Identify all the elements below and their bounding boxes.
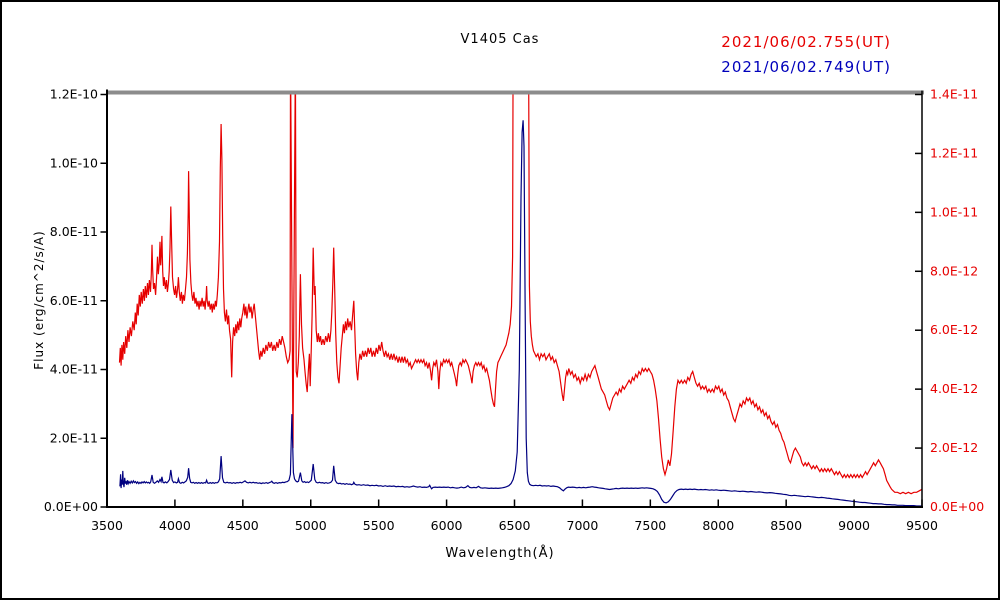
x-axis-title: Wavelength(Å): [445, 546, 555, 561]
chart-title: V1405 Cas: [460, 32, 540, 47]
x-tick-label: 5000: [295, 518, 327, 533]
x-tick-label: 5500: [363, 518, 395, 533]
left-tick-label: 4.0E-11: [50, 362, 98, 377]
left-tick-label: 2.0E-11: [50, 430, 98, 445]
legend-label-blue: 2021/06/02.749(UT): [721, 58, 891, 76]
x-tick-label: 9500: [906, 518, 938, 533]
right-tick-label: 1.2E-11: [930, 145, 978, 160]
x-tick-label: 9000: [838, 518, 870, 533]
left-tick-label: 1.0E-10: [50, 155, 98, 170]
right-tick-label: 1.0E-11: [930, 204, 978, 219]
right-tick-label: 6.0E-12: [930, 322, 978, 337]
spectrum-blue: [119, 120, 922, 507]
x-tick-label: 8000: [702, 518, 734, 533]
x-tick-label: 7000: [567, 518, 599, 533]
right-tick-label: 2.0E-12: [930, 440, 978, 455]
legend-entry-blue: 2021/06/02.749(UT): [721, 55, 891, 80]
left-tick-label: 6.0E-11: [50, 293, 98, 308]
left-tick-label: 8.0E-11: [50, 224, 98, 239]
spectrum-red: [118, 94, 922, 495]
x-tick-label: 6500: [499, 518, 531, 533]
legend-entry-red: 2021/06/02.755(UT): [721, 30, 891, 55]
left-tick-label: 1.2E-10: [50, 87, 98, 102]
legend-label-red: 2021/06/02.755(UT): [721, 33, 891, 51]
x-tick-label: 6000: [431, 518, 463, 533]
x-tick-label: 4500: [227, 518, 259, 533]
x-tick-label: 4000: [159, 518, 191, 533]
right-tick-label: 8.0E-12: [930, 263, 978, 278]
x-tick-label: 3500: [91, 518, 123, 533]
right-tick-label: 1.4E-11: [930, 87, 978, 102]
x-tick-label: 7500: [634, 518, 666, 533]
x-tick-label: 8500: [770, 518, 802, 533]
plot-top-border: [107, 90, 924, 95]
left-tick-label: 0.0E+00: [44, 499, 98, 514]
right-tick-label: 4.0E-12: [930, 381, 978, 396]
right-tick-label: 0.0E+00: [930, 499, 984, 514]
legend: 2021/06/02.755(UT) 2021/06/02.749(UT): [721, 30, 891, 80]
